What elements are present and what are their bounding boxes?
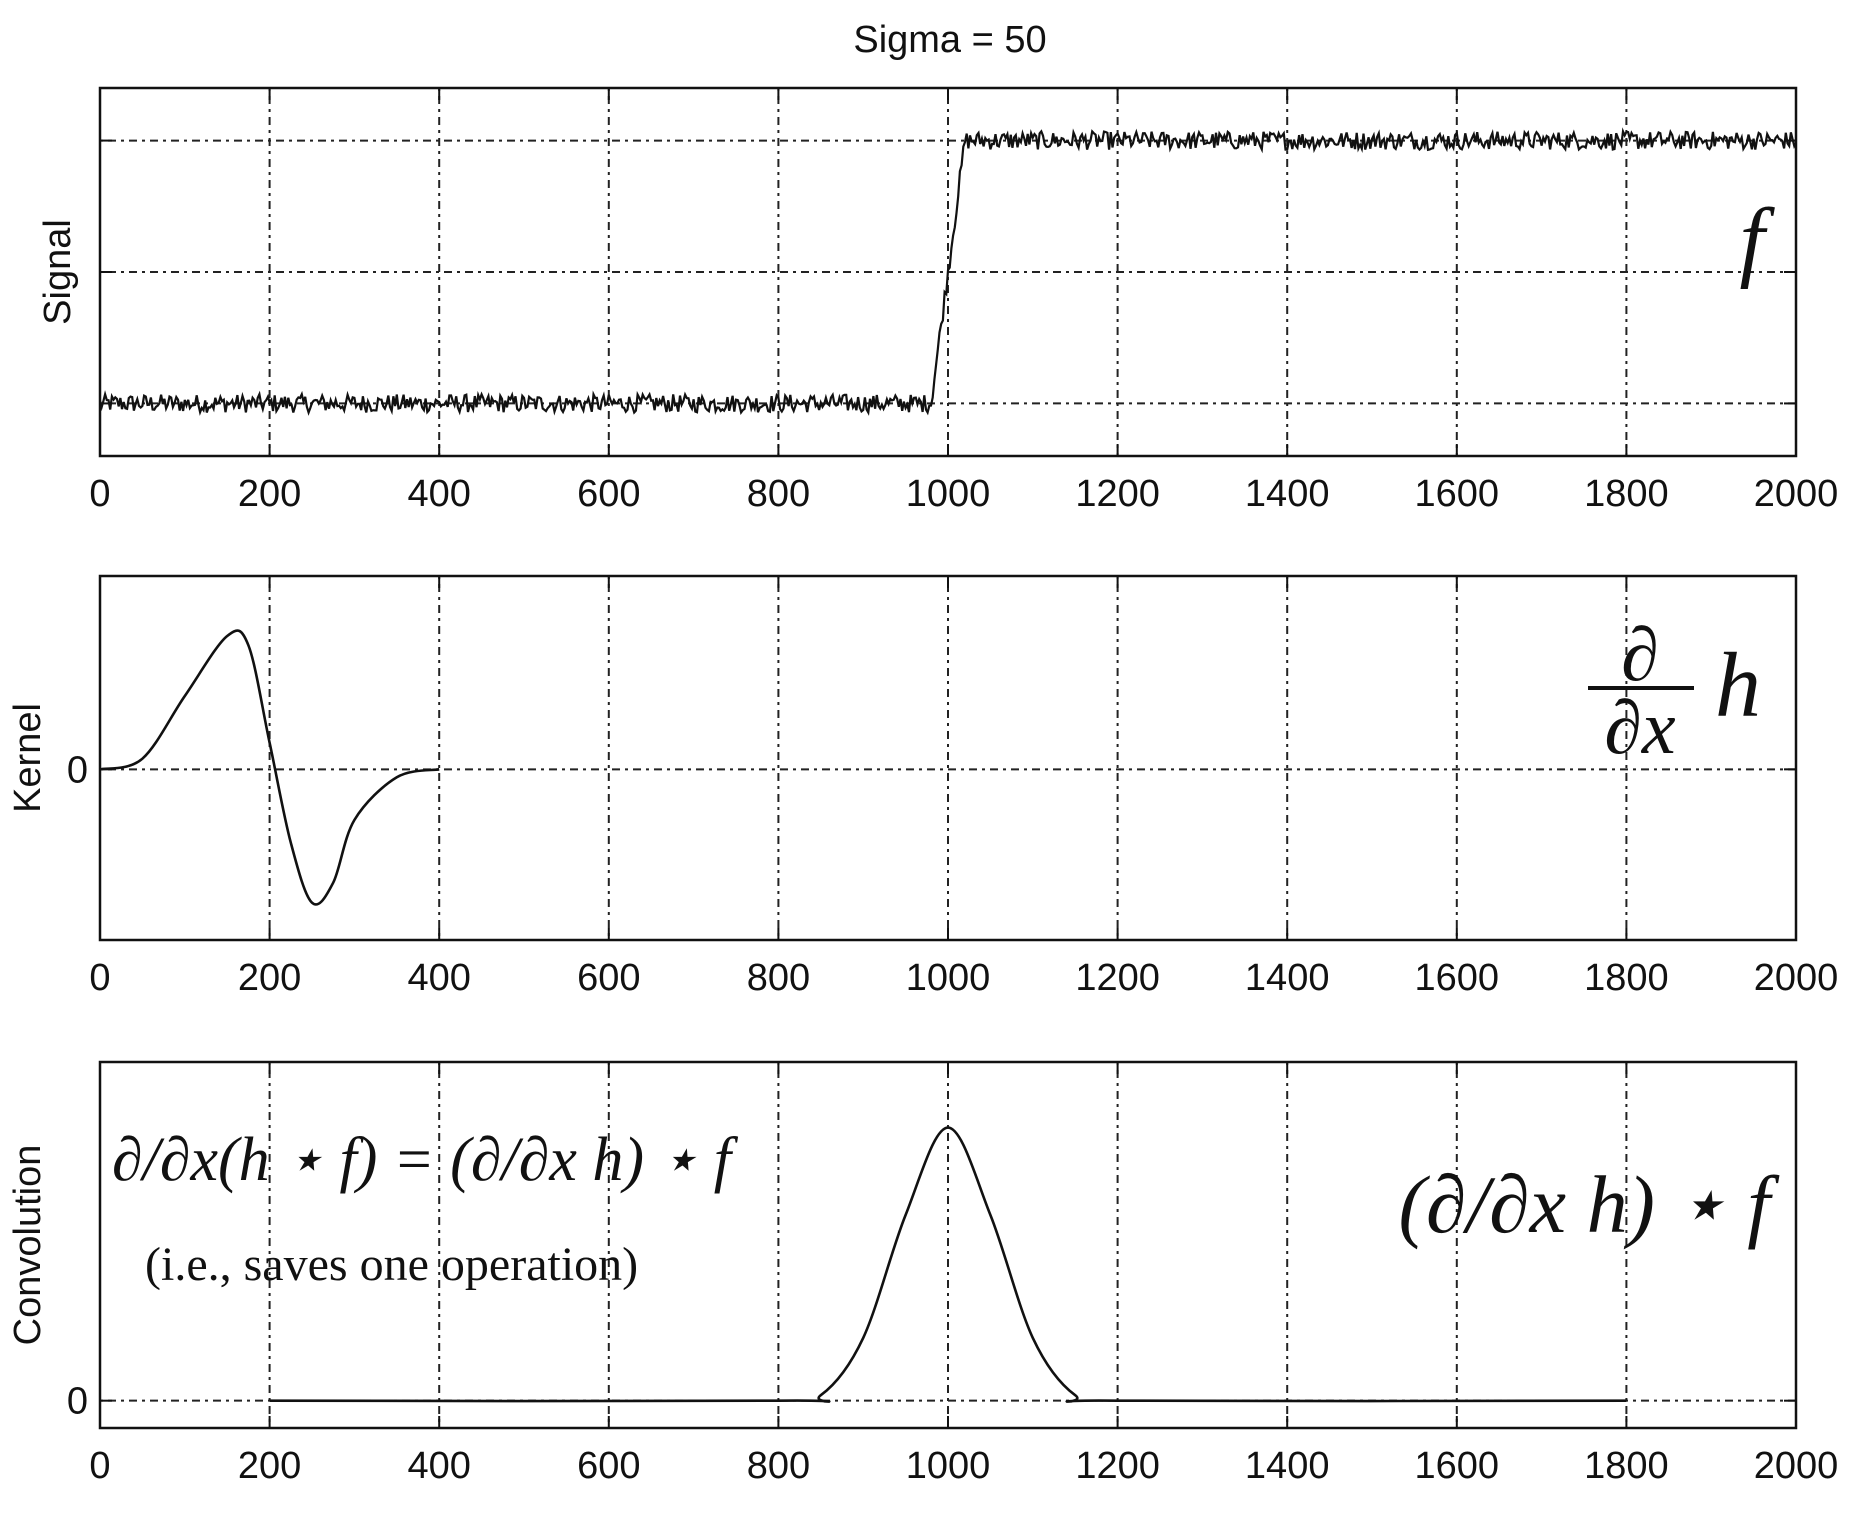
convolution-annotation-note: (i.e., saves one operation) [145,1238,638,1291]
x-tick-label: 1200 [1075,1445,1160,1487]
panel-2: 0 200 400 600 800 1000 1200 1400 1600 1800 2000 0 Ke… [7,574,1839,999]
x-tick-label: 800 [747,957,810,999]
x-tick-label: 1800 [1584,1445,1669,1487]
kernel-annotation-denominator: ∂x [1604,686,1676,770]
kernel-annotation-numerator: ∂ [1621,613,1659,697]
x-tick-label: 0 [89,1445,110,1487]
panel-3: 0 200 400 600 800 1000 1200 1400 1600 1800 2000 0 Co… [7,1060,1839,1487]
x-tick-label: 1200 [1075,957,1160,999]
x-tick-label: 1000 [906,957,991,999]
x-tick-label: 1400 [1245,473,1330,515]
x-tick-label: 200 [238,1445,301,1487]
x-tick-label: 2000 [1754,1445,1839,1487]
x-tick-label: 1600 [1415,473,1500,515]
x-tick-label: 400 [407,473,470,515]
x-tick-label: 800 [747,473,810,515]
x-tick-label: 600 [577,1445,640,1487]
x-tick-label: 800 [747,1445,810,1487]
x-tick-label: 1400 [1245,1445,1330,1487]
x-tick-label: 200 [238,957,301,999]
x-tick-label: 0 [89,473,110,515]
figure-title: Sigma = 50 [853,19,1046,61]
x-tick-label: 1800 [1584,957,1669,999]
x-tick-label: 1000 [906,473,991,515]
x-tick-label: 1200 [1075,473,1160,515]
x-tick-label: 600 [577,957,640,999]
kernel-annotation-h: h [1715,634,1761,736]
x-tick-label: 200 [238,473,301,515]
kernel-annotation: ∂ ∂x h [1588,613,1761,770]
y-tick-label: 0 [67,1381,88,1423]
x-tick-label: 0 [89,957,110,999]
y-axis-label: Signal [37,219,79,325]
x-tick-label: 1800 [1584,473,1669,515]
panel-1: 0 200 400 600 800 1000 1200 1400 1600 1800 2000 Sig… [37,86,1839,515]
y-axis-label: Kernel [7,703,49,813]
x-tick-label: 400 [407,957,470,999]
y-tick-label: 0 [67,749,88,791]
x-tick-label: 1000 [906,1445,991,1487]
convolution-annotation-equation: ∂/∂x(h ⋆ f) = (∂/∂x h) ⋆ f [112,1126,739,1194]
convolution-annotation-result: (∂/∂x h) ⋆ f [1399,1159,1781,1250]
x-tick-label: 2000 [1754,473,1839,515]
kernel-line [99,629,440,906]
y-axis-label: Convolution [7,1145,49,1346]
x-tick-label: 2000 [1754,957,1839,999]
x-tick-label: 1600 [1415,957,1500,999]
signal-line [98,127,1797,416]
signal-annotation-f: f [1739,191,1775,290]
x-tick-label: 1400 [1245,957,1330,999]
x-tick-label: 400 [407,1445,470,1487]
x-tick-label: 600 [577,473,640,515]
convolution-line [269,1126,1627,1403]
x-tick-label: 1600 [1415,1445,1500,1487]
